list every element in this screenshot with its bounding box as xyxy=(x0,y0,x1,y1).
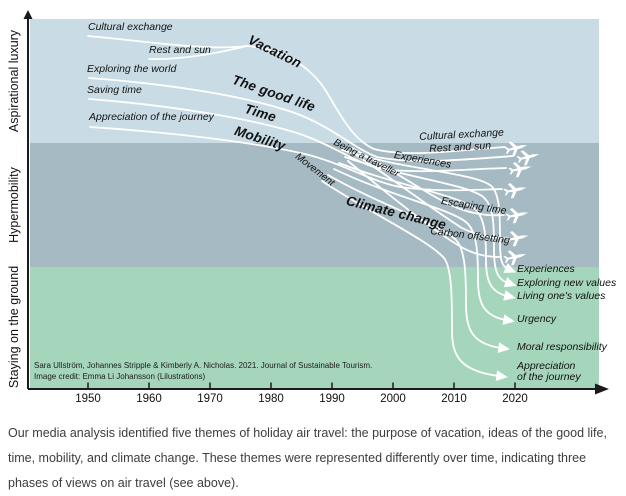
flow-line-exploring-new-values xyxy=(344,156,517,288)
flow-line-experiences-ground xyxy=(341,149,517,273)
phase-label-hypermobility: Hypermobility xyxy=(7,167,21,243)
x-tick-1970: 1970 xyxy=(197,393,223,405)
label-urgency: Urgency xyxy=(517,313,557,325)
x-tick-2010: 2010 xyxy=(441,393,467,405)
flow-line-climate-change xyxy=(347,160,502,258)
x-axis-arrowhead xyxy=(595,383,609,395)
flow-line-rest-and-sun xyxy=(148,45,248,60)
axes xyxy=(27,17,597,390)
label-exploring-new-values: Exploring new values xyxy=(517,277,617,289)
x-tick-1990: 1990 xyxy=(319,393,345,405)
x-tick-1960: 1960 xyxy=(136,393,162,405)
label-rest-and-sun-early: Rest and sun xyxy=(149,44,211,56)
label-saving-time: Saving time xyxy=(87,84,142,96)
x-tick-1950: 1950 xyxy=(75,393,101,405)
flow-line-appreciation-ground xyxy=(321,180,508,382)
label-appreciation-recent: Appreciation of the journey xyxy=(517,360,581,384)
figure-caption: Our media analysis identified five theme… xyxy=(8,426,607,490)
label-appreciation-early: Appreciation of the journey xyxy=(89,111,214,123)
flow-line-time xyxy=(88,98,507,173)
x-tick-2000: 2000 xyxy=(380,393,406,405)
flow-line-good-life xyxy=(88,77,514,162)
flow-lines xyxy=(87,35,517,382)
phase-label-aspirational-luxury: Aspirational luxury xyxy=(7,29,21,133)
flow-line-carbon-offsetting xyxy=(355,154,505,239)
flow-line-living-ones-values xyxy=(338,162,516,301)
label-exploring-the-world: Exploring the world xyxy=(87,63,177,75)
x-tick-2020: 2020 xyxy=(502,393,528,405)
label-experiences-recent: Experiences xyxy=(517,263,575,275)
phase-band-staying-on-the-ground xyxy=(30,267,599,389)
phase-band-hypermobility xyxy=(30,143,599,267)
flow-line-vacation xyxy=(246,45,506,155)
flow-line-mobility xyxy=(89,126,503,192)
figure-credits: Sara Ullström, Johannes Stripple & Kimbe… xyxy=(34,361,373,381)
y-axis-arrowhead xyxy=(23,10,33,19)
label-living-ones-values: Living one's values xyxy=(517,290,606,302)
x-tick-1980: 1980 xyxy=(258,393,284,405)
label-moral-responsibility: Moral responsibility xyxy=(517,341,607,353)
flow-line-cultural-exchange xyxy=(87,35,248,49)
flow-line-escaping-time xyxy=(351,147,505,217)
flow-line-moral-responsibility xyxy=(327,174,510,353)
air-travel-themes-figure: Aspirational luxury Hypermobility Stayin… xyxy=(7,10,617,405)
x-axis-ticks xyxy=(87,382,516,390)
label-cultural-exchange-early: Cultural exchange xyxy=(88,21,173,33)
flow-diagram-canvas xyxy=(23,10,609,395)
flow-line-urgency xyxy=(333,168,515,325)
phase-label-staying-on-the-ground: Staying on the ground xyxy=(7,265,21,389)
